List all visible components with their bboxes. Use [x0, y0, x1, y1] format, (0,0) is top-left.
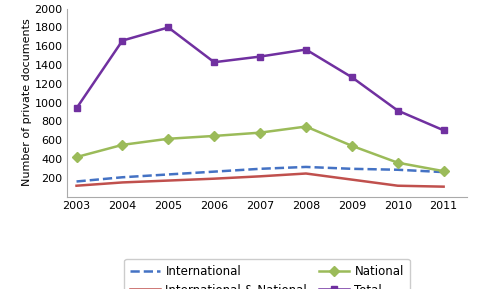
Line: International: International [76, 167, 443, 181]
Total [257, 55, 263, 58]
International & National [165, 179, 171, 182]
International & National [73, 184, 79, 188]
Total [165, 26, 171, 29]
International & National [257, 175, 263, 178]
Y-axis label: Number of private documents: Number of private documents [22, 19, 32, 186]
National [119, 143, 125, 147]
International & National [302, 172, 308, 175]
Total [119, 39, 125, 42]
International [119, 175, 125, 179]
International & National [211, 177, 216, 180]
International & National [119, 181, 125, 184]
International [257, 167, 263, 171]
Total [302, 48, 308, 51]
International [348, 167, 354, 171]
International & National [348, 178, 354, 181]
Legend: International, International & National, National, Total: International, International & National,… [124, 259, 409, 289]
Total [394, 109, 400, 112]
International [394, 168, 400, 171]
Total [211, 60, 216, 64]
Total [440, 129, 445, 132]
National [394, 161, 400, 164]
International & National [440, 185, 445, 188]
International [165, 173, 171, 176]
Line: National: National [73, 123, 446, 175]
International [211, 170, 216, 173]
International [440, 170, 445, 174]
Total [348, 75, 354, 79]
Total [73, 107, 79, 110]
National [348, 144, 354, 147]
National [257, 131, 263, 134]
International [73, 180, 79, 183]
International & National [394, 184, 400, 188]
National [440, 169, 445, 173]
National [211, 134, 216, 138]
National [73, 155, 79, 159]
Line: International & National: International & National [76, 173, 443, 187]
International [302, 165, 308, 169]
National [302, 125, 308, 128]
National [165, 137, 171, 140]
Line: Total: Total [73, 24, 446, 134]
